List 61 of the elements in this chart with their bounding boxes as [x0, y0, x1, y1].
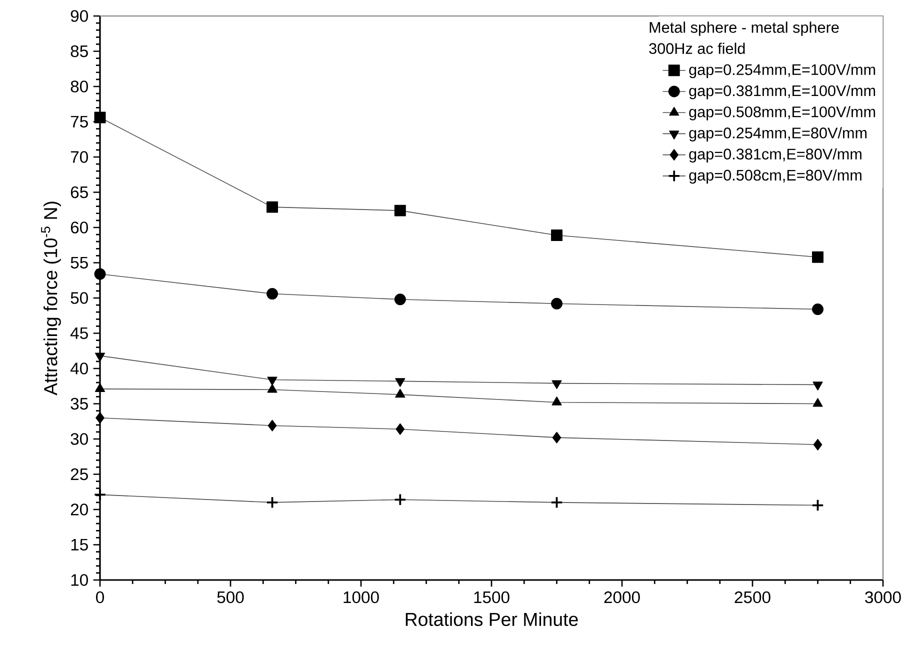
legend-label: gap=0.508mm,E=100V/mm [689, 106, 876, 120]
point [267, 384, 278, 393]
point [551, 298, 562, 310]
y-tick-label: 30 [70, 433, 88, 445]
point [268, 420, 277, 432]
legend-label: gap=0.381cm,E=80V/mm [689, 148, 862, 163]
x-tick-label: 1500 [474, 591, 510, 604]
y-tick-label: 10 [71, 574, 88, 586]
y-tick-label: 80 [70, 80, 88, 92]
point [94, 488, 106, 501]
point [551, 230, 562, 241]
legend-title: Metal sphere - metal sphere [650, 22, 839, 36]
point [395, 388, 406, 398]
x-tick-label: 2000 [604, 591, 640, 604]
point [812, 251, 824, 263]
y-tick-label: 20 [70, 504, 88, 516]
point [394, 493, 406, 506]
y-tick-label: 55 [70, 256, 88, 269]
point [813, 438, 822, 450]
y-tick-label: 50 [70, 292, 88, 304]
legend-label: gap=0.381mm,E=100V/mm [689, 84, 876, 100]
point [550, 496, 564, 509]
y-tick-label: 35 [70, 398, 88, 410]
y-tick-label: 65 [70, 186, 88, 198]
point [396, 423, 405, 435]
point [552, 396, 562, 406]
point [395, 378, 406, 387]
x-tick-label: 3000 [865, 591, 901, 604]
y-tick-label: 70 [70, 151, 88, 163]
y-tick-label: 85 [70, 45, 88, 58]
point [812, 398, 823, 407]
point [96, 412, 104, 424]
x-tick-label: 2500 [734, 591, 770, 604]
point [812, 304, 824, 316]
point [552, 432, 562, 444]
point [266, 496, 279, 509]
annotation: 300Hz ac field [649, 42, 745, 54]
point [94, 383, 106, 392]
y-tick-label: 75 [70, 116, 88, 128]
y-tick-label: 45 [70, 327, 88, 340]
x-tick-label: 0 [96, 591, 104, 604]
point [94, 268, 106, 280]
legend-label: gap=0.508cm,E=80V/mm [689, 169, 862, 184]
y-tick-label: 25 [70, 468, 88, 480]
y-tick-label: 40 [70, 362, 88, 374]
y-tick-label: 60 [70, 222, 88, 234]
point [266, 201, 278, 213]
point [94, 112, 106, 124]
point [394, 294, 406, 306]
point [811, 499, 824, 512]
y-tick-label: 90 [70, 10, 88, 22]
point [266, 288, 278, 300]
point [812, 382, 823, 390]
y-tick-label: 15 [71, 538, 88, 551]
x-axis-title: Rotations Per Minute [406, 612, 578, 626]
legend-label: gap=0.254mm,E=100V/mm [689, 64, 876, 78]
x-tick-label: 1000 [344, 591, 379, 604]
y-axis-title: Attracting force (10$^{-5}$ N) [41, 202, 61, 396]
point [394, 204, 406, 216]
x-tick-label: 500 [217, 591, 244, 604]
legend-label: gap=0.254mm,E=80V/mm [689, 127, 867, 142]
